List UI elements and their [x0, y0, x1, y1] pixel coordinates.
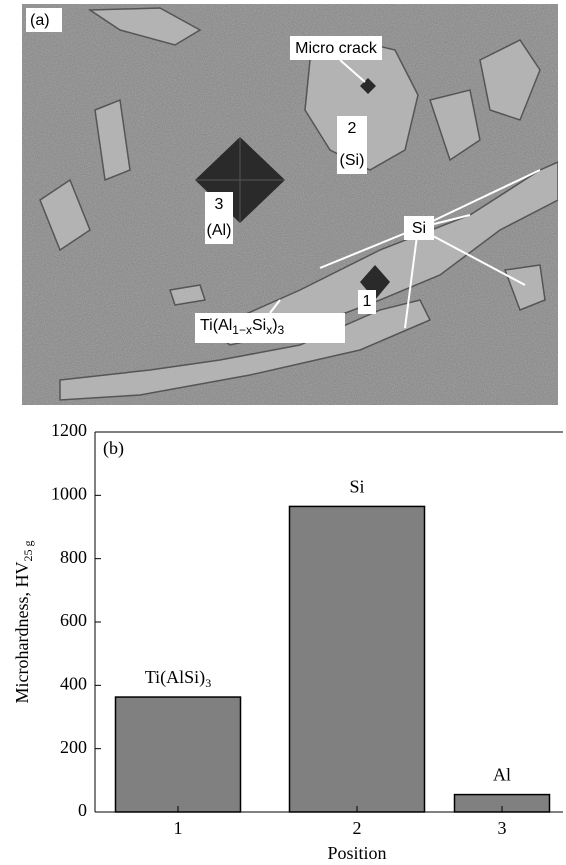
text-part: Si	[349, 477, 364, 497]
panel-label: (b)	[103, 438, 124, 459]
text-part: Ti(AlSi)	[145, 667, 205, 688]
subscript: 3	[278, 323, 285, 337]
micrograph-label: Si	[412, 220, 426, 237]
y-axis-label: Microhardness, HV25 g	[12, 541, 35, 704]
y-tick-label: 0	[78, 800, 87, 820]
y-tick-label: 400	[60, 673, 87, 693]
x-axis-label: Position	[327, 843, 386, 863]
micrograph-label: 3	[215, 196, 224, 213]
subscript: 1−x	[232, 323, 252, 337]
x-tick-label: 3	[498, 818, 507, 838]
bar	[290, 506, 425, 812]
page: (b) Position (a)Micro crack2(Si)3(Al)Si1…	[0, 0, 566, 865]
subscript: 25 g	[21, 541, 35, 562]
micrograph	[22, 4, 558, 405]
micrograph-label: (Al)	[207, 222, 232, 239]
micrograph-label: Micro crack	[295, 40, 378, 57]
y-tick-label: 1200	[51, 420, 87, 440]
bar	[116, 697, 241, 812]
subscript: 3	[205, 676, 211, 690]
text-part: Microhardness, HV	[12, 562, 32, 704]
micrograph-label: (Si)	[340, 152, 365, 169]
bar-label: Ti(AlSi)3	[145, 667, 211, 690]
bar-label: Si	[349, 477, 364, 497]
bar-label: Al	[493, 765, 511, 785]
text-part: Al	[493, 765, 511, 785]
y-tick-label: 600	[60, 610, 87, 630]
micrograph-label: 1	[363, 293, 372, 310]
text-part: Si	[252, 317, 266, 334]
panel-label: (a)	[30, 12, 50, 29]
y-tick-label: 1000	[51, 483, 87, 503]
y-tick-label: 200	[60, 737, 87, 757]
micrograph-label: 2	[348, 120, 357, 137]
x-tick-label: 1	[174, 818, 183, 838]
x-tick-label: 2	[353, 818, 362, 838]
text-part: Ti(Al	[200, 317, 232, 334]
y-tick-label: 800	[60, 547, 87, 567]
